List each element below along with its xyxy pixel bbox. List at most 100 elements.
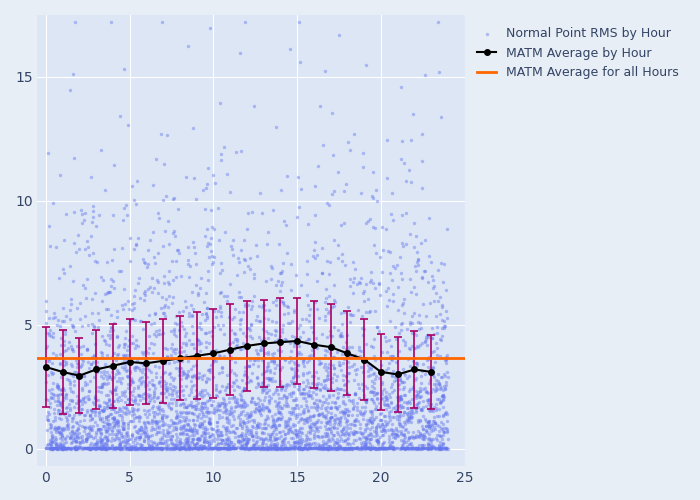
Normal Point RMS by Hour [333,402,344,410]
Normal Point RMS by Hour [97,348,108,356]
Normal Point RMS by Hour [218,444,229,452]
Normal Point RMS by Hour [262,228,274,235]
Normal Point RMS by Hour [293,342,304,350]
Normal Point RMS by Hour [302,335,314,343]
Normal Point RMS by Hour [230,444,241,452]
Normal Point RMS by Hour [105,330,116,338]
Normal Point RMS by Hour [242,435,253,443]
Normal Point RMS by Hour [230,304,241,312]
Normal Point RMS by Hour [179,298,190,306]
Normal Point RMS by Hour [279,444,290,452]
Normal Point RMS by Hour [358,368,369,376]
Normal Point RMS by Hour [113,368,124,376]
Normal Point RMS by Hour [219,402,230,410]
Normal Point RMS by Hour [261,240,272,248]
Normal Point RMS by Hour [173,348,184,356]
Normal Point RMS by Hour [349,390,360,398]
Normal Point RMS by Hour [247,444,258,452]
Normal Point RMS by Hour [251,349,262,357]
Normal Point RMS by Hour [220,409,232,417]
Normal Point RMS by Hour [279,444,290,452]
Normal Point RMS by Hour [360,441,371,449]
Normal Point RMS by Hour [358,442,369,450]
Normal Point RMS by Hour [219,438,230,446]
Normal Point RMS by Hour [268,357,279,365]
Normal Point RMS by Hour [244,412,256,420]
Normal Point RMS by Hour [41,441,52,449]
Normal Point RMS by Hour [212,444,223,452]
Normal Point RMS by Hour [251,422,262,430]
Normal Point RMS by Hour [270,417,281,425]
Normal Point RMS by Hour [186,288,197,296]
Normal Point RMS by Hour [82,408,93,416]
Normal Point RMS by Hour [357,312,368,320]
Normal Point RMS by Hour [403,372,414,380]
Normal Point RMS by Hour [80,444,92,452]
Normal Point RMS by Hour [313,444,324,452]
Normal Point RMS by Hour [323,360,335,368]
Normal Point RMS by Hour [66,370,77,378]
Normal Point RMS by Hour [216,430,228,438]
Normal Point RMS by Hour [125,444,136,452]
Normal Point RMS by Hour [257,430,268,438]
Normal Point RMS by Hour [366,418,377,426]
Normal Point RMS by Hour [167,426,178,434]
Normal Point RMS by Hour [344,444,355,452]
Normal Point RMS by Hour [279,386,290,394]
Normal Point RMS by Hour [301,414,312,422]
Normal Point RMS by Hour [393,418,405,426]
Normal Point RMS by Hour [389,444,400,452]
Normal Point RMS by Hour [368,444,379,452]
Normal Point RMS by Hour [377,420,388,428]
Normal Point RMS by Hour [418,444,429,452]
Normal Point RMS by Hour [319,351,330,359]
Normal Point RMS by Hour [204,328,215,336]
MATM Average by Hour [276,339,285,345]
Normal Point RMS by Hour [50,244,61,252]
Normal Point RMS by Hour [125,369,136,377]
Normal Point RMS by Hour [148,390,160,398]
Normal Point RMS by Hour [101,399,112,407]
Normal Point RMS by Hour [395,444,407,452]
Normal Point RMS by Hour [398,437,409,445]
Normal Point RMS by Hour [181,430,193,438]
Normal Point RMS by Hour [75,343,86,351]
Normal Point RMS by Hour [132,342,144,350]
Normal Point RMS by Hour [231,402,242,410]
Normal Point RMS by Hour [274,434,285,442]
Normal Point RMS by Hour [57,396,69,404]
Normal Point RMS by Hour [406,407,417,415]
Normal Point RMS by Hour [408,308,419,316]
Normal Point RMS by Hour [332,444,344,452]
Normal Point RMS by Hour [293,444,304,452]
Normal Point RMS by Hour [174,326,185,334]
Normal Point RMS by Hour [438,324,449,332]
Normal Point RMS by Hour [280,393,291,401]
Normal Point RMS by Hour [255,420,266,428]
Normal Point RMS by Hour [226,382,237,390]
Normal Point RMS by Hour [310,404,321,411]
Normal Point RMS by Hour [356,347,367,355]
Normal Point RMS by Hour [265,368,276,376]
Normal Point RMS by Hour [161,432,172,440]
Normal Point RMS by Hour [113,416,124,424]
Normal Point RMS by Hour [240,443,251,451]
Normal Point RMS by Hour [253,382,265,390]
Normal Point RMS by Hour [133,412,144,420]
Normal Point RMS by Hour [285,356,296,364]
Normal Point RMS by Hour [74,410,85,418]
Normal Point RMS by Hour [144,444,155,452]
Normal Point RMS by Hour [264,396,275,404]
Normal Point RMS by Hour [413,444,424,452]
Normal Point RMS by Hour [434,430,445,438]
Normal Point RMS by Hour [340,437,351,445]
Normal Point RMS by Hour [314,410,325,418]
Normal Point RMS by Hour [418,436,429,444]
Normal Point RMS by Hour [203,444,214,452]
Normal Point RMS by Hour [426,444,437,452]
Normal Point RMS by Hour [199,428,211,436]
Normal Point RMS by Hour [174,436,186,444]
Normal Point RMS by Hour [218,444,230,452]
Normal Point RMS by Hour [328,361,339,369]
Normal Point RMS by Hour [99,360,111,368]
